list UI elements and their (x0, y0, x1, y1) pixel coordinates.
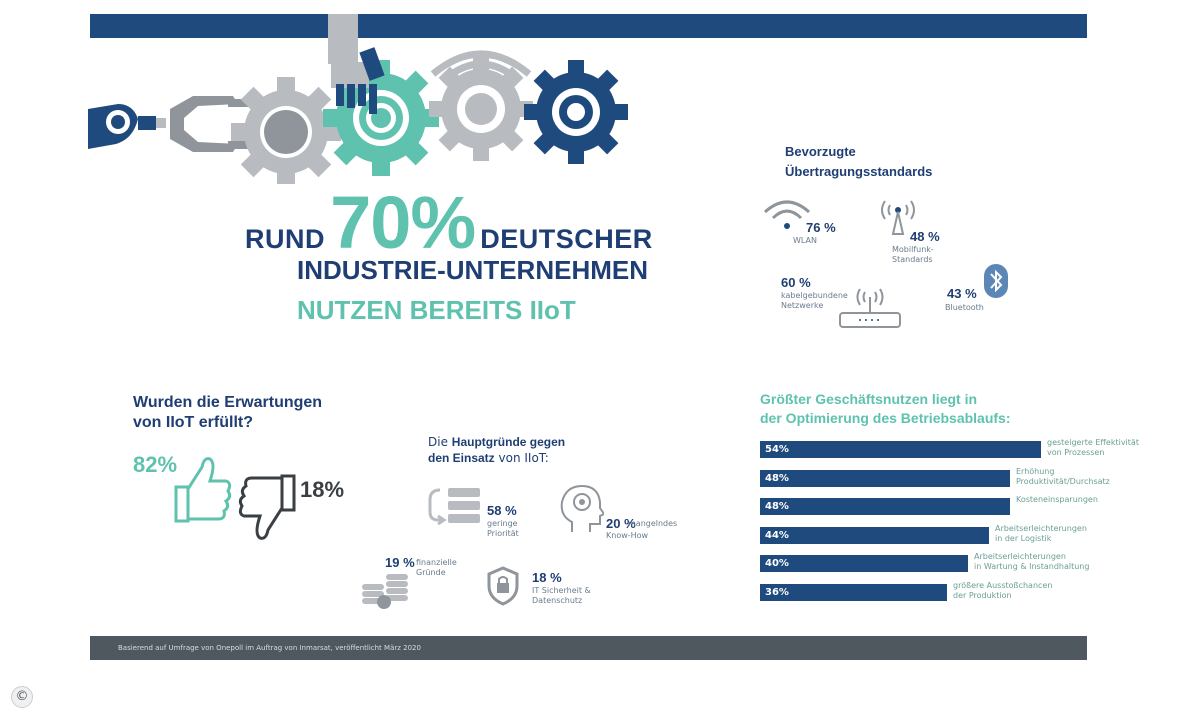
wired-label-line1: kabelgebundene (781, 291, 848, 300)
headline-percent: 70% (330, 181, 476, 264)
benefit-bar: 44% (760, 527, 989, 544)
headline-line3: NUTZEN BEREITS IIoT (297, 295, 576, 325)
gear-wifi-icon (429, 50, 533, 161)
wired-label: kabelgebundene Netzwerke (781, 291, 848, 311)
reason-security-label: IT Sicherheit & Datenschutz (532, 586, 591, 606)
reason-knowhow-label-line1: mangelndes (628, 519, 678, 528)
benefit-label-line1: Erhöhung (1016, 467, 1055, 476)
reasons-title-bold1: Hauptgründe gegen (451, 435, 566, 449)
thumbs-up-icon (174, 457, 232, 523)
benefit-bar: 48% (760, 470, 1010, 487)
benefit-label-line1: Arbeitserleichterungen (995, 524, 1087, 533)
mobile-label: Mobilfunk- Standards (892, 245, 934, 265)
reason-priority-value: 58 % (487, 503, 517, 518)
expectations-title-line2: von IIoT erfüllt? (133, 414, 253, 431)
benefits-title-line1: Größter Geschäftsnutzen liegt in (760, 391, 978, 407)
expectations-yes-value: 82% (133, 452, 178, 477)
benefit-label: Arbeitserleichterungen in der Logistik (995, 524, 1087, 544)
benefit-label-line2: in Wartung & Instandhaltung (974, 562, 1090, 571)
benefit-bar: 48% (760, 498, 1010, 515)
reasons-title-prefix: Die (428, 435, 448, 449)
benefit-label-line1: gesteigerte Effektivität (1047, 438, 1139, 447)
benefit-label: Erhöhung Produktivität/Durchsatz (1016, 467, 1110, 487)
gripper-icon (170, 96, 248, 152)
robot-arm-icon (88, 104, 166, 149)
benefit-label-line1: größere Ausstoßchancen (953, 581, 1053, 590)
benefit-bar: 54% (760, 441, 1041, 458)
mobile-label-line2: Standards (892, 255, 933, 264)
reason-knowhow-label-line2: Know-How (606, 531, 649, 540)
expectations-title: Wurden die Erwartungen von IIoT erfüllt? (133, 393, 322, 433)
router-icon (839, 288, 901, 328)
benefit-label-line2: in der Logistik (995, 534, 1052, 543)
mobile-value: 48 % (910, 229, 940, 244)
benefit-label-line2: Produktivität/Durchsatz (1016, 477, 1110, 486)
wlan-value: 76 % (806, 220, 836, 235)
gear-gray-icon (231, 77, 341, 184)
benefit-label-line2: von Prozessen (1047, 448, 1105, 457)
expectations-title-line1: Wurden die Erwartungen (133, 394, 323, 411)
gears-illustration (88, 14, 628, 184)
benefit-label: gesteigerte Effektivität von Prozessen (1047, 438, 1139, 458)
copyright-icon: © (11, 686, 33, 708)
benefit-bar: 40% (760, 555, 968, 572)
standards-title-line2: Übertragungsstandards (785, 164, 933, 179)
bluetooth-label: Bluetooth (945, 303, 984, 312)
reason-security-value: 18 % (532, 570, 562, 585)
mobile-label-line1: Mobilfunk- (892, 245, 934, 254)
benefit-bar: 36% (760, 584, 947, 601)
wifi-icon (763, 200, 811, 229)
expectations-no-value: 18% (300, 477, 345, 502)
reasons-title: Die Hauptgründe gegen den Einsatz von II… (428, 434, 565, 466)
benefits-title: Größter Geschäftsnutzen liegt in der Opt… (760, 390, 1011, 428)
reason-finance-value: 19 % (385, 555, 415, 570)
reason-security-label-line1: IT Sicherheit & (532, 586, 591, 595)
robot-hand-icon (328, 14, 385, 114)
gear-teal-icon (323, 60, 439, 176)
benefit-label-line1: Arbeitserleichterungen (974, 552, 1066, 561)
thumbs-down-icon (238, 474, 296, 540)
reason-priority-label: geringe Priorität (487, 519, 519, 539)
standards-title: Bevorzugte Übertragungsstandards (785, 142, 932, 182)
priority-icon (428, 488, 480, 526)
benefit-label-line1: Kosteneinsparungen (1016, 495, 1098, 504)
head-gear-icon (560, 484, 604, 532)
top-banner-bar (90, 14, 1087, 38)
bluetooth-icon (984, 264, 1008, 298)
coins-icon (362, 574, 408, 609)
reason-security-label-line2: Datenschutz (532, 596, 583, 605)
standards-title-line1: Bevorzugte (785, 144, 856, 159)
reasons-title-bold2: den Einsatz (428, 451, 495, 465)
wired-value: 60 % (781, 275, 811, 290)
footer-source: Basierend auf Umfrage von Onepoll im Auf… (90, 636, 1087, 660)
headline-suffix: DEUTSCHER (480, 224, 653, 254)
benefit-label-line2: der Produktion (953, 591, 1012, 600)
reasons-title-suffix: von IIoT: (498, 451, 549, 465)
benefit-label: Kosteneinsparungen (1016, 495, 1098, 505)
benefits-title-line2: der Optimierung des Betriebsablaufs: (760, 410, 1011, 426)
reason-finance-label-line2: Gründe (416, 568, 446, 577)
headline-line2: INDUSTRIE-UNTERNEHMEN (297, 255, 648, 285)
benefit-label: Arbeitserleichterungen in Wartung & Insta… (974, 552, 1089, 572)
headline-prefix: RUND (245, 224, 325, 254)
lock-icon (487, 566, 519, 606)
wlan-label: WLAN (793, 236, 818, 245)
antenna-icon (881, 200, 915, 235)
gear-navy-icon (524, 60, 628, 164)
headline-line1: RUND 70% DEUTSCHER (245, 180, 653, 264)
wired-label-line2: Netzwerke (781, 301, 824, 310)
bluetooth-value: 43 % (947, 286, 977, 301)
reason-priority-label-line2: Priorität (487, 529, 519, 538)
reason-priority-label-line1: geringe (487, 519, 518, 528)
reason-finance-label-line1: finanzielle (416, 558, 457, 567)
reason-finance-label: finanzielle Gründe (416, 558, 457, 578)
reason-knowhow-value: 20 % (606, 516, 636, 531)
benefit-label: größere Ausstoßchancen der Produktion (953, 581, 1052, 601)
